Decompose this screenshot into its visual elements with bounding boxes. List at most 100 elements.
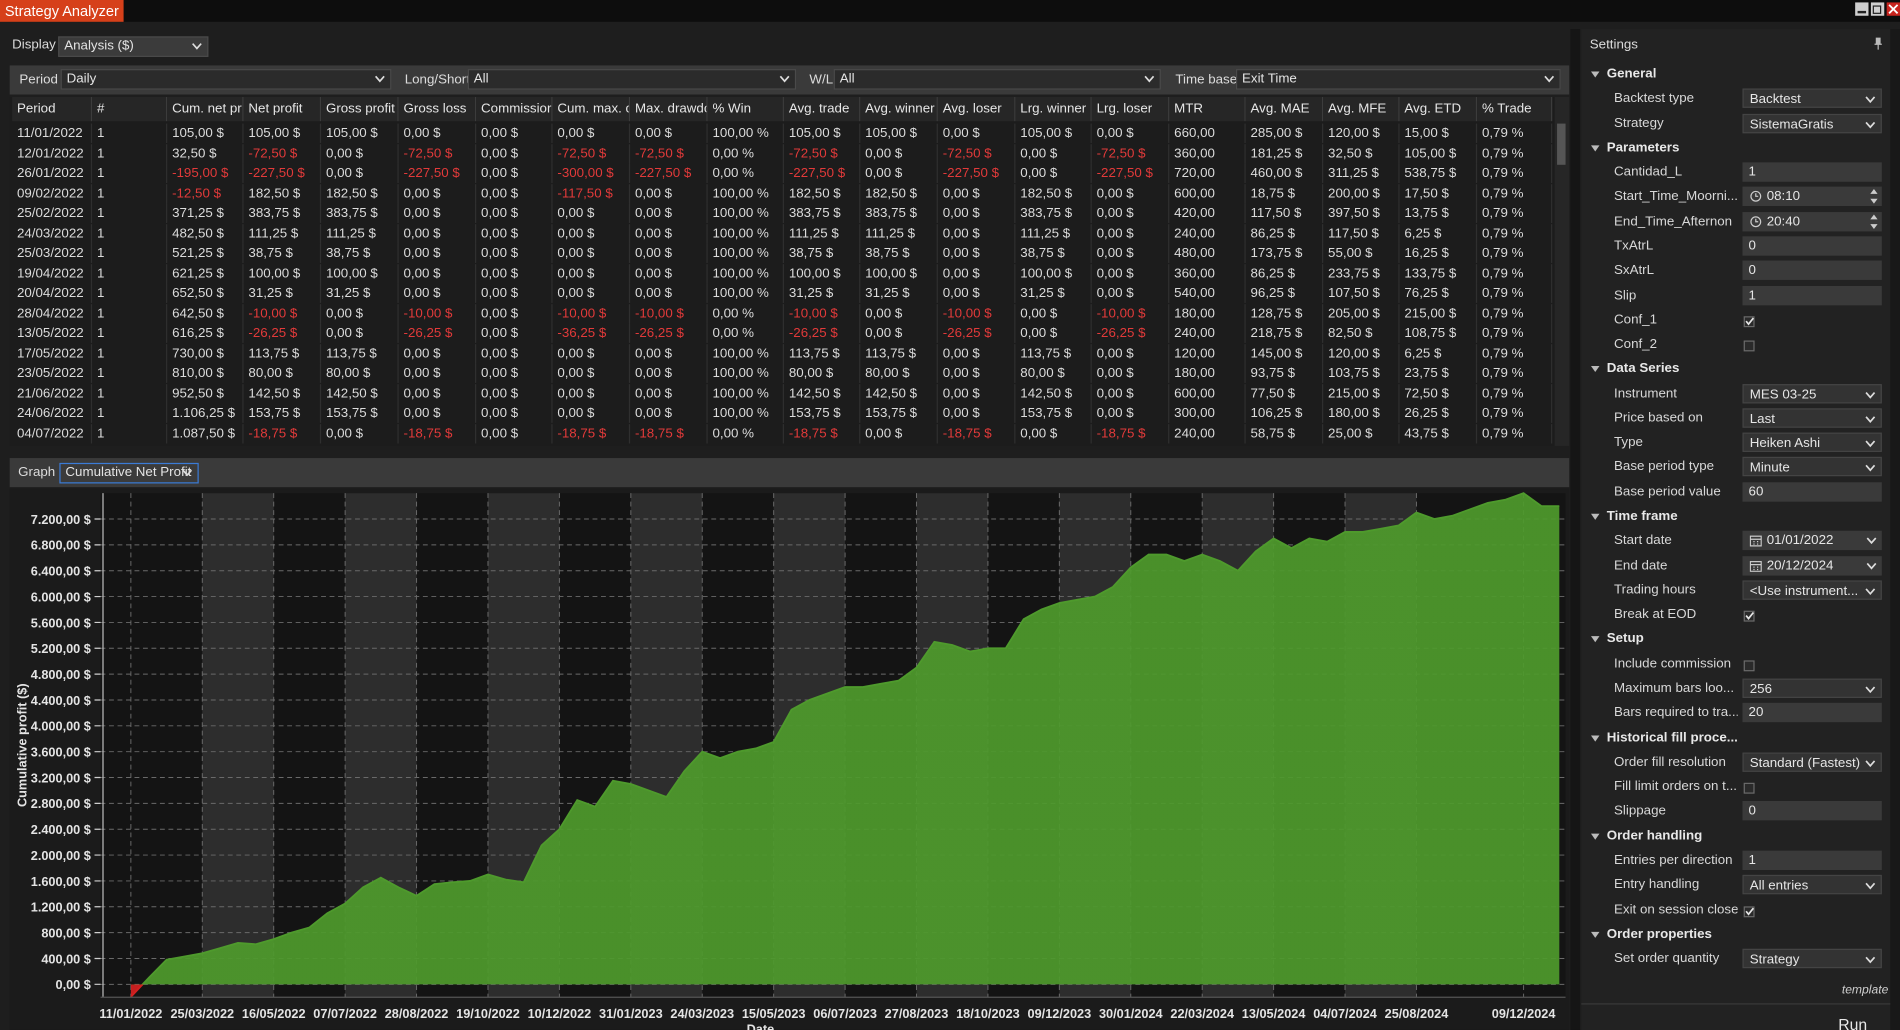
checkbox[interactable]	[1743, 782, 1755, 794]
column-header[interactable]: Avg. MAE	[1245, 96, 1324, 122]
column-header[interactable]: Avg. winner	[860, 96, 938, 122]
y-tick-label: 7.200,00 $	[31, 512, 91, 527]
scroll-thumb[interactable]	[1557, 123, 1566, 165]
section-title[interactable]: Parameters	[1606, 140, 1680, 155]
dropdown-control[interactable]: Last	[1742, 408, 1882, 428]
section-title[interactable]: Historical fill proce...	[1606, 730, 1738, 745]
column-header[interactable]: #	[92, 96, 168, 122]
table-cell: 113,75 $	[860, 343, 938, 363]
dropdown-control[interactable]: Minute	[1742, 457, 1882, 477]
column-header[interactable]: Max. drawdc	[630, 96, 708, 122]
column-header[interactable]: MTR	[1169, 96, 1246, 122]
time-control[interactable]: 20:40	[1742, 211, 1882, 232]
table-cell: 1	[92, 383, 168, 403]
table-cell: 0,00 $	[938, 223, 1016, 243]
column-header[interactable]: Period	[12, 96, 93, 122]
table-scrollbar[interactable]	[1554, 96, 1570, 446]
filter-dropdown[interactable]: All	[467, 69, 797, 90]
column-header[interactable]: % Win	[707, 96, 784, 122]
table-cell: 26/01/2022	[12, 163, 93, 183]
dropdown-control[interactable]: Standard (Fastest)	[1742, 752, 1882, 772]
dropdown-control[interactable]: SistemaGratis	[1742, 113, 1882, 133]
table-cell: 111,25 $	[321, 223, 399, 243]
checkbox[interactable]	[1743, 610, 1755, 622]
run-button[interactable]: Run	[1838, 1015, 1868, 1030]
text-control[interactable]: 1	[1742, 850, 1882, 870]
checkbox[interactable]	[1743, 905, 1755, 917]
column-header[interactable]: Avg. trade	[783, 96, 861, 122]
section-title[interactable]: Data Series	[1606, 361, 1680, 377]
table-cell: 0,79 %	[1477, 163, 1553, 183]
table-cell: 0,00 $	[938, 203, 1016, 223]
time-control[interactable]: 08:10	[1742, 187, 1882, 207]
setting-label: Bars required to tra...	[1614, 705, 1738, 721]
section-toggle[interactable]	[1590, 930, 1601, 940]
filter-dropdown[interactable]: Daily	[60, 69, 392, 90]
text-control[interactable]: 1	[1742, 285, 1882, 305]
text-control[interactable]: 0	[1742, 260, 1882, 281]
graph-dropdown[interactable]: Cumulative Net Profit	[59, 462, 199, 484]
column-header[interactable]: Cum. net pr	[167, 96, 244, 122]
checkbox[interactable]	[1743, 316, 1755, 327]
column-header[interactable]: Lrg. loser	[1091, 96, 1170, 122]
table-cell: 0,00 $	[399, 403, 477, 423]
section-toggle[interactable]	[1590, 70, 1601, 80]
column-header[interactable]: Avg. loser	[937, 96, 1016, 122]
filter-dropdown[interactable]: All	[833, 69, 1161, 90]
section-toggle[interactable]	[1590, 832, 1601, 842]
splitter[interactable]	[1570, 29, 1581, 1030]
dropdown-control[interactable]: MES 03-25	[1742, 383, 1882, 404]
text-control[interactable]: 0	[1742, 236, 1882, 256]
section-title[interactable]: Time frame	[1606, 508, 1678, 524]
date-control[interactable]: 20/12/2024	[1742, 555, 1882, 576]
column-header[interactable]: Gross loss	[398, 96, 477, 122]
window-buttons[interactable]	[1854, 1, 1900, 19]
column-header[interactable]: Avg. ETD	[1399, 96, 1478, 122]
text-control[interactable]: 20	[1742, 703, 1882, 723]
text-control[interactable]: 0	[1742, 801, 1882, 821]
text-control[interactable]: 1	[1742, 162, 1882, 182]
dropdown-control[interactable]: Heiken Ashi	[1742, 432, 1882, 453]
dropdown-control[interactable]: Backtest	[1742, 88, 1882, 109]
section-title[interactable]: Order handling	[1606, 828, 1703, 843]
date-control[interactable]: 01/01/2022	[1742, 531, 1882, 551]
column-header[interactable]: % Trade	[1477, 96, 1553, 122]
text-control[interactable]: 60	[1742, 481, 1882, 502]
window-tab[interactable]: Strategy Analyzer	[0, 0, 124, 22]
column-header[interactable]: Cum. max. c	[552, 96, 631, 122]
section-title[interactable]: Setup	[1606, 631, 1644, 647]
spinner[interactable]	[1870, 213, 1878, 230]
pin-icon[interactable]	[1872, 36, 1884, 51]
section-toggle[interactable]	[1590, 365, 1601, 375]
dropdown-control[interactable]: <Use instrument...	[1742, 580, 1882, 600]
spinner[interactable]	[1870, 188, 1878, 205]
table-cell: 180,00 $	[1323, 403, 1400, 423]
section-toggle[interactable]	[1590, 144, 1601, 154]
column-header[interactable]: Net profit	[243, 96, 322, 122]
column-header[interactable]: Avg. MFE	[1323, 96, 1400, 122]
display-dropdown[interactable]: Analysis ($)	[58, 36, 209, 57]
table-cell: 25/02/2022	[12, 203, 93, 223]
section-toggle[interactable]	[1590, 513, 1601, 523]
dropdown-control[interactable]: 256	[1742, 678, 1882, 698]
dropdown-control[interactable]: All entries	[1742, 875, 1882, 895]
x-tick-label: 07/07/2022	[313, 1006, 377, 1021]
dropdown-control[interactable]: Strategy	[1742, 948, 1882, 969]
table-cell: -10,00 $	[553, 303, 631, 323]
column-header[interactable]: Lrg. winner	[1015, 96, 1092, 122]
checkbox[interactable]	[1743, 660, 1755, 671]
table-cell: 180,00	[1169, 303, 1246, 323]
table-cell: 311,25 $	[1323, 163, 1400, 183]
column-header[interactable]: Commissior	[476, 96, 553, 122]
settings-scrollbar[interactable]	[1890, 29, 1900, 1030]
table-cell: 80,00 $	[1015, 363, 1092, 383]
template-link[interactable]: template	[1841, 983, 1889, 998]
table-cell: 100,00 $	[1015, 263, 1092, 283]
section-title[interactable]: Order properties	[1606, 926, 1712, 942]
checkbox[interactable]	[1743, 340, 1755, 352]
filter-dropdown[interactable]: Exit Time	[1235, 69, 1561, 90]
column-header[interactable]: Gross profit	[321, 96, 399, 122]
section-toggle[interactable]	[1590, 635, 1601, 645]
section-toggle[interactable]	[1590, 734, 1601, 744]
section-title[interactable]: General	[1606, 66, 1657, 82]
